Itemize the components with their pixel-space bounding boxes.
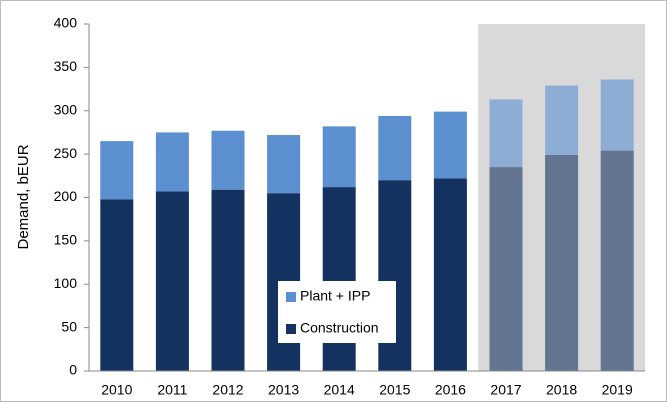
bar-segment: [545, 154, 579, 371]
bar-segment: [211, 189, 245, 371]
legend-swatch: [286, 324, 296, 334]
y-axis-label: Demand, bEUR: [15, 144, 32, 249]
bar-segment: [100, 199, 134, 371]
y-tick-label: 250: [54, 145, 78, 161]
x-tick-label: 2018: [546, 382, 577, 398]
legend-label: Construction: [300, 320, 379, 336]
legend-swatch: [286, 292, 296, 302]
bar-segment: [155, 191, 189, 371]
bar-segment: [267, 135, 301, 194]
bar-segment: [433, 111, 467, 179]
bar-segment: [155, 132, 189, 192]
legend-label: Plant + IPP: [300, 288, 370, 304]
y-tick-label: 200: [54, 188, 78, 204]
bar-segment: [545, 85, 579, 155]
x-tick-label: 2019: [602, 382, 633, 398]
bar-segment: [489, 167, 523, 371]
x-tick-label: 2013: [268, 382, 299, 398]
y-tick-label: 100: [54, 275, 78, 291]
bar-segment: [433, 178, 467, 371]
x-tick-label: 2012: [212, 382, 243, 398]
y-tick-label: 50: [61, 318, 77, 334]
bar-segment: [322, 187, 356, 371]
bar-segment: [100, 141, 134, 200]
x-tick-label: 2016: [435, 382, 466, 398]
x-tick-label: 2010: [101, 382, 132, 398]
y-tick-label: 150: [54, 232, 78, 248]
x-tick-label: 2014: [324, 382, 355, 398]
bar-segment: [600, 150, 634, 371]
bar-segment: [378, 115, 412, 181]
y-tick-label: 400: [54, 15, 78, 31]
bar-segment: [211, 130, 245, 190]
bar-segment: [322, 126, 356, 188]
bar-segment: [600, 79, 634, 151]
y-tick-label: 300: [54, 101, 78, 117]
x-tick-label: 2017: [490, 382, 521, 398]
bars: [100, 79, 634, 371]
bar-segment: [489, 99, 523, 168]
y-tick-label: 350: [54, 58, 78, 74]
legend-box: [278, 281, 396, 343]
x-tick-label: 2011: [157, 382, 187, 398]
x-tick-label: 2015: [379, 382, 410, 398]
y-tick-label: 0: [69, 362, 77, 378]
